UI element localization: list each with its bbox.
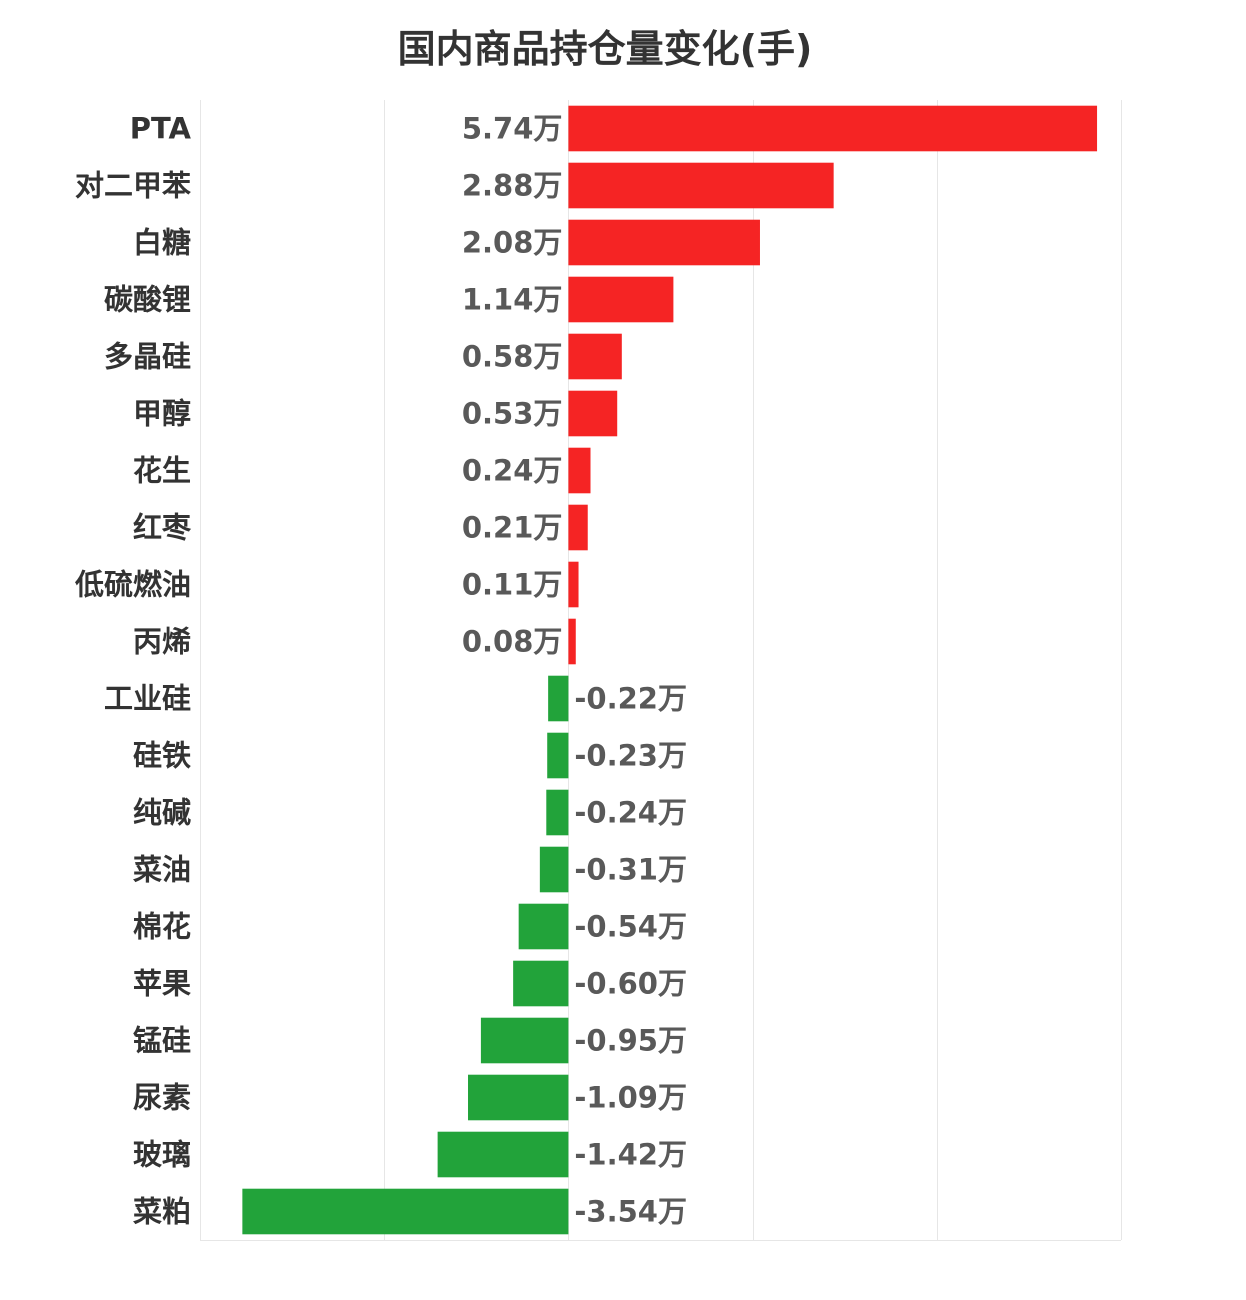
bar [480,1017,569,1064]
value-label: -0.23万 [574,739,687,773]
category-label: 工业硅 [104,682,191,716]
category-label: 丙烯 [133,625,191,659]
bar [568,390,618,437]
category-label: 碳酸锂 [104,283,191,317]
bar [539,846,569,893]
value-label: -1.42万 [574,1138,687,1172]
category-label: 红枣 [133,511,192,545]
value-label: 0.11万 [462,568,563,602]
bar [568,105,1098,152]
category-label: 菜油 [133,853,191,887]
category-label: 硅铁 [133,739,191,773]
bar [547,732,569,779]
category-label: 白糖 [133,226,191,260]
bar [568,447,591,494]
value-label: -0.24万 [574,796,687,830]
bar [546,789,569,836]
category-label: 菜粕 [133,1195,191,1229]
bar [568,219,760,266]
value-label: 0.24万 [462,454,563,488]
bar [437,1131,569,1178]
value-label: 0.53万 [462,397,563,431]
bar [568,162,834,209]
value-label: 2.08万 [462,226,563,260]
value-label: -0.95万 [574,1024,687,1058]
bar [242,1188,569,1235]
value-label: 2.88万 [462,169,563,203]
bar [548,675,569,722]
bar [568,333,622,380]
grid-layer [200,100,1122,1241]
category-label: 对二甲苯 [75,169,191,203]
category-label: 玻璃 [133,1138,191,1172]
bar [568,618,576,665]
bar [568,561,579,608]
value-label: 0.21万 [462,511,563,545]
category-label: 苹果 [133,967,191,1001]
value-label: -0.31万 [574,853,687,887]
bar [513,960,569,1007]
category-label: 甲醇 [133,397,191,431]
bar-layer [242,105,1098,1235]
bar [568,276,674,323]
category-label: 低硫燃油 [74,568,191,602]
value-label: -1.09万 [574,1081,687,1115]
category-label: 棉花 [133,910,191,944]
category-label: PTA [130,112,192,146]
bar [518,903,569,950]
chart-title: 国内商品持仓量变化(手) [397,27,813,71]
value-label: -3.54万 [574,1195,687,1229]
category-label: 尿素 [133,1081,191,1115]
value-label: 1.14万 [462,283,563,317]
value-label: 5.74万 [462,112,563,146]
bar [568,504,588,551]
value-label: 0.58万 [462,340,563,374]
value-label: -0.22万 [574,682,687,716]
value-label: -0.54万 [574,910,687,944]
category-label: 多晶硅 [104,340,191,374]
bar [468,1074,569,1121]
value-label: 0.08万 [462,625,563,659]
value-label: -0.60万 [574,967,687,1001]
category-label: 纯碱 [133,796,191,830]
category-label: 花生 [133,454,191,488]
category-label: 锰硅 [133,1024,191,1058]
